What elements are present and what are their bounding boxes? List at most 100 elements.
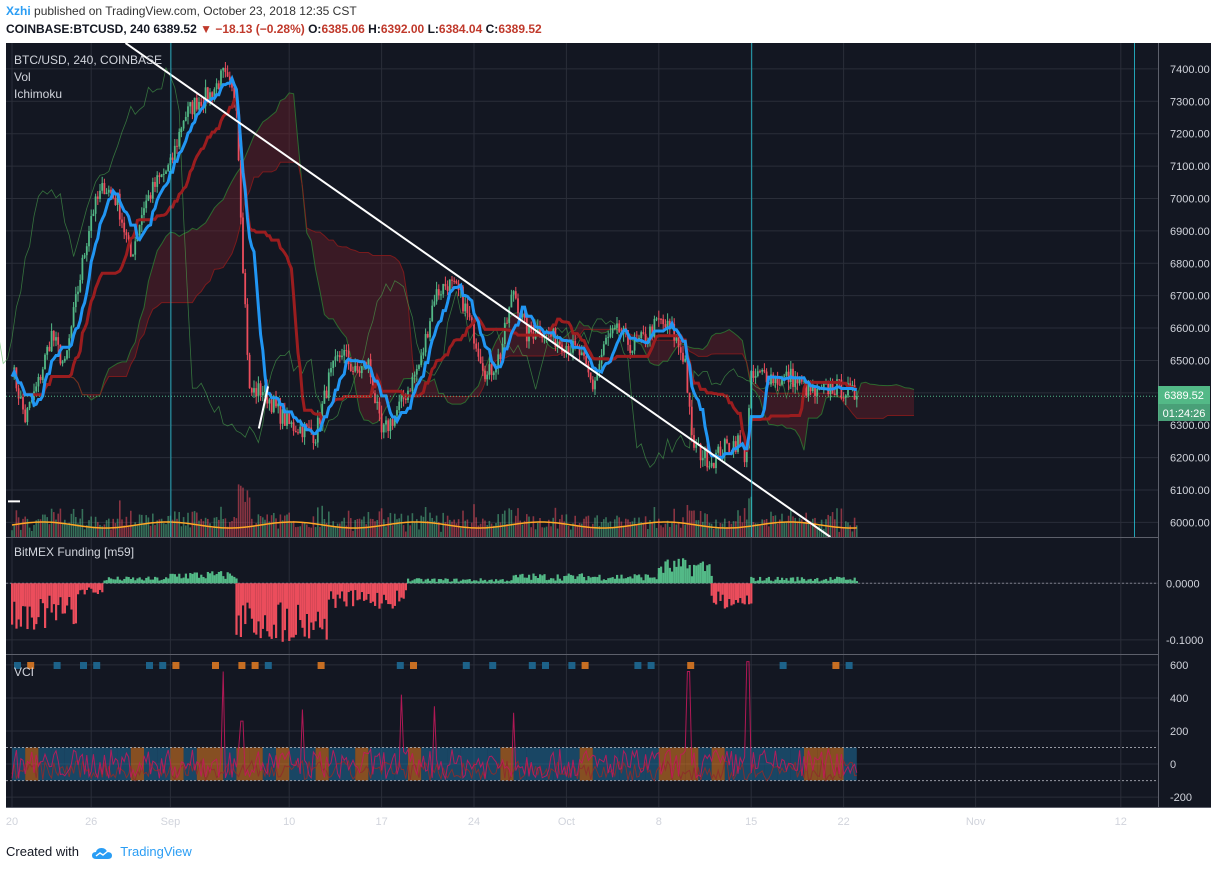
ichimoku-study-label[interactable]: Ichimoku — [14, 87, 62, 101]
candle-body — [371, 377, 374, 394]
candle-body — [684, 358, 687, 362]
candle-body — [411, 376, 414, 392]
candle-body — [422, 352, 425, 356]
funding-bar — [233, 576, 236, 584]
volume-bar — [330, 526, 332, 537]
funding-bar — [292, 583, 295, 638]
candle-body — [336, 355, 339, 357]
funding-bar — [451, 581, 454, 584]
chart-area[interactable]: 7400.00 7300.00 7200.00 7100.00 7000.00 6900.… — [0, 40, 1218, 835]
volume-bar — [671, 522, 673, 537]
vci-tick-label: 400 — [1170, 693, 1188, 705]
author-name[interactable]: Xzhi — [6, 4, 31, 18]
candle-body — [246, 304, 249, 355]
volume-bar — [675, 524, 678, 537]
funding-bar — [435, 581, 438, 584]
volume-bar — [765, 518, 768, 537]
candle-body — [732, 441, 735, 453]
funding-bar — [578, 574, 581, 584]
candle-body — [292, 422, 295, 431]
volume-bar — [471, 522, 473, 537]
funding-bar — [437, 578, 440, 584]
funding-bar — [541, 575, 544, 584]
funding-bar — [774, 579, 777, 584]
funding-bar — [677, 558, 680, 584]
candle-body — [279, 403, 282, 424]
funding-bar — [772, 581, 775, 584]
volume-bar — [831, 512, 834, 537]
funding-pane-title[interactable]: BitMEX Funding [m59] — [14, 545, 134, 559]
volume-bar — [541, 527, 543, 537]
low-label: L: — [427, 22, 439, 36]
funding-bar — [28, 583, 31, 607]
vci-signal-square — [80, 662, 87, 669]
volume-bar — [270, 515, 273, 537]
funding-bar — [591, 576, 594, 584]
funding-bar — [264, 583, 267, 616]
volume-bar — [820, 519, 823, 537]
candle-body — [259, 383, 262, 396]
funding-bar — [468, 579, 471, 584]
volume-bar — [11, 530, 13, 537]
candle-body — [387, 420, 390, 432]
funding-bar — [785, 578, 788, 584]
funding-bar — [116, 576, 119, 584]
indicator-lines — [6, 42, 1158, 538]
candle-body — [851, 385, 854, 387]
candle-body — [301, 426, 304, 438]
funding-bar — [396, 583, 399, 591]
funding-bar — [651, 577, 654, 584]
candle-body — [354, 365, 357, 372]
vci-pane-title[interactable]: VCI — [14, 665, 34, 679]
funding-bar — [39, 583, 42, 600]
volume-bar — [275, 518, 277, 537]
candle-body — [594, 380, 596, 390]
volume-bar — [649, 520, 651, 537]
vol-study-label[interactable]: Vol — [14, 70, 31, 84]
volume-bar — [253, 525, 255, 537]
funding-bar — [268, 583, 271, 637]
candle-body — [143, 208, 145, 216]
chart-svg[interactable]: 7400.00 7300.00 7200.00 7100.00 7000.00 6900.… — [0, 40, 1218, 835]
candle-body — [121, 219, 123, 223]
funding-bar — [261, 583, 264, 629]
candle-body — [299, 426, 302, 434]
funding-bar — [829, 577, 832, 584]
volume-bar — [526, 514, 528, 537]
volume-bar — [134, 522, 136, 537]
vci-band-block — [276, 747, 290, 781]
volume-bar — [308, 527, 310, 537]
candle-body — [173, 145, 176, 161]
volume-bar — [779, 519, 781, 537]
candle-body — [195, 97, 198, 110]
volume-ma-line — [11, 521, 857, 529]
funding-bar — [844, 579, 847, 584]
funding-bar — [312, 583, 315, 630]
volume-bar — [807, 521, 810, 537]
x-tick-label: 22 — [837, 816, 849, 828]
candle-body — [99, 190, 101, 199]
tradingview-brand-link[interactable]: TradingView — [120, 844, 192, 859]
volume-bar — [165, 524, 167, 537]
candle-body — [66, 350, 68, 359]
candle-body — [679, 347, 682, 353]
candle-body — [228, 76, 231, 81]
volume-bar — [209, 523, 211, 537]
volume-bar — [402, 525, 405, 537]
volume-bar — [35, 520, 37, 537]
volume-bar — [638, 517, 640, 537]
funding-bar — [530, 579, 533, 584]
volume-bar — [97, 522, 99, 537]
funding-bar — [719, 583, 722, 601]
funding-bar — [299, 583, 302, 621]
candle-body — [323, 390, 326, 404]
candle-body — [356, 365, 359, 371]
volume-bar — [341, 521, 343, 537]
volume-bar — [259, 515, 262, 537]
volume-bar — [721, 523, 724, 537]
volume-bar — [427, 520, 429, 537]
candle-body — [501, 344, 504, 359]
candle-body — [193, 97, 196, 115]
volume-bar — [770, 511, 772, 537]
candle-body — [182, 120, 185, 129]
